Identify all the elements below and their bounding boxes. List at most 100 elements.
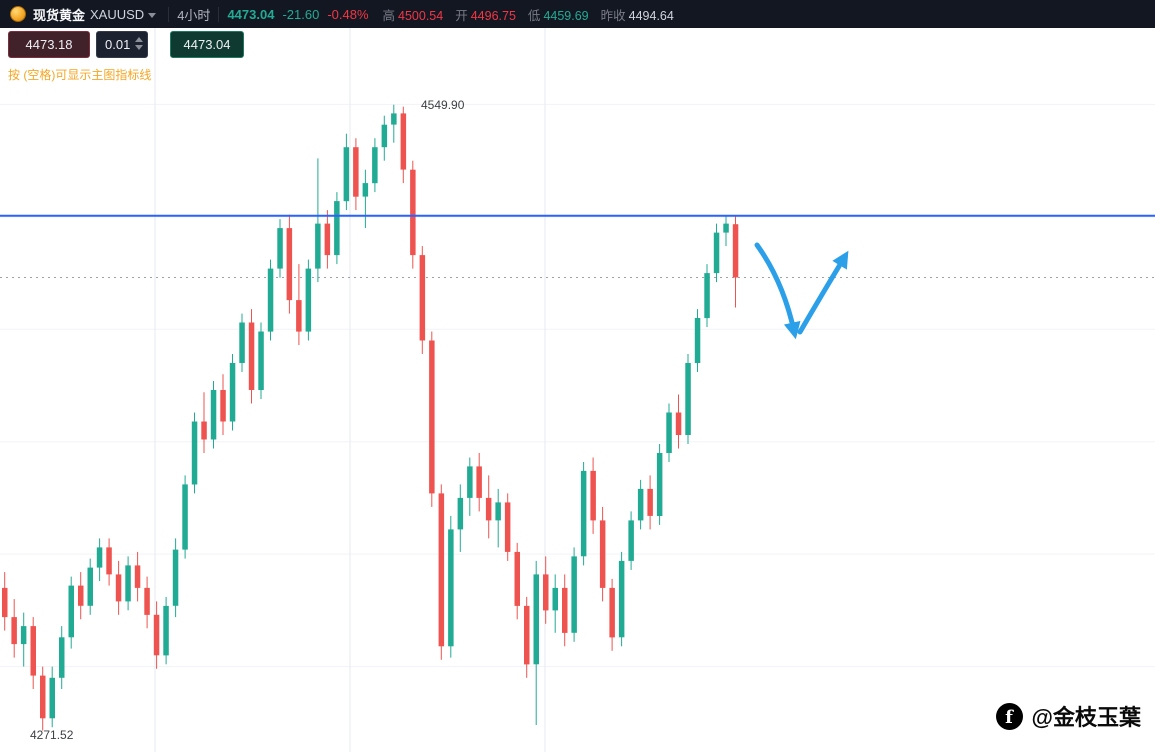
candle bbox=[467, 457, 473, 516]
candle bbox=[457, 484, 464, 552]
price-label: 4271.52 bbox=[30, 728, 74, 742]
candle bbox=[419, 246, 426, 354]
candle bbox=[277, 219, 283, 278]
stat-high: 高 4500.54 bbox=[382, 8, 444, 23]
candle bbox=[533, 560, 539, 725]
candle bbox=[353, 138, 359, 211]
candle bbox=[40, 666, 46, 731]
stat-open: 开 4496.75 bbox=[455, 8, 516, 23]
hotkey-hint: 按 (空格)可显示主图指标线 bbox=[8, 68, 152, 82]
candle bbox=[656, 444, 663, 525]
toolbar-divider bbox=[218, 6, 220, 22]
candle bbox=[713, 223, 720, 283]
candle bbox=[106, 538, 112, 586]
candle bbox=[580, 462, 587, 566]
candle bbox=[637, 479, 644, 530]
candle bbox=[11, 599, 17, 658]
candle bbox=[191, 412, 198, 494]
trade-panel: 4473.18 0.01 4473.04 bbox=[8, 31, 244, 58]
candle bbox=[324, 210, 331, 269]
candle bbox=[49, 666, 55, 728]
candle bbox=[334, 192, 340, 265]
symbol-code[interactable]: XAUUSD bbox=[90, 6, 145, 22]
quantity-value: 0.01 bbox=[105, 37, 131, 52]
timeframe-selector[interactable]: 4小时 bbox=[177, 7, 211, 23]
candle bbox=[30, 617, 36, 689]
candle bbox=[666, 403, 672, 462]
candle bbox=[495, 488, 501, 548]
candle bbox=[220, 374, 226, 435]
candle bbox=[694, 309, 701, 372]
quantity-stepper-arrows bbox=[135, 37, 143, 50]
watermark-handle: @金枝玉葉 bbox=[1031, 705, 1141, 730]
drawn-arrow-down[interactable] bbox=[754, 242, 801, 340]
candle bbox=[134, 551, 141, 602]
candle bbox=[210, 381, 217, 449]
candle bbox=[504, 493, 511, 561]
candle bbox=[372, 138, 378, 193]
candle bbox=[296, 264, 302, 345]
candle bbox=[201, 392, 207, 453]
candle bbox=[267, 259, 274, 341]
facebook-icon: f bbox=[995, 702, 1023, 730]
candlestick-chart[interactable]: 4549.90 4271.52 bbox=[0, 28, 1155, 752]
candle bbox=[543, 556, 549, 624]
candle bbox=[305, 259, 312, 341]
candle bbox=[448, 515, 454, 658]
candle bbox=[315, 158, 321, 283]
candle bbox=[514, 542, 520, 620]
candle bbox=[286, 214, 293, 314]
candle bbox=[68, 576, 74, 649]
chevron-down-icon[interactable] bbox=[148, 12, 157, 18]
chart-area[interactable]: 4549.90 4271.52 4473.18 0.01 4473.04 按 (空… bbox=[0, 28, 1155, 752]
candle bbox=[675, 394, 682, 449]
stat-low: 低 4459.69 bbox=[527, 8, 589, 23]
watermark: f @金枝玉葉 bbox=[995, 700, 1141, 732]
candle bbox=[562, 574, 568, 647]
candle bbox=[476, 453, 482, 512]
drawn-arrow-up[interactable] bbox=[797, 250, 849, 335]
candle bbox=[552, 574, 558, 633]
candle bbox=[590, 457, 596, 534]
candle bbox=[381, 115, 388, 161]
candle bbox=[391, 104, 397, 143]
candle bbox=[144, 576, 150, 629]
increase-quantity-icon[interactable] bbox=[135, 37, 143, 42]
candle bbox=[609, 578, 615, 651]
symbol-name[interactable]: 现货黄金 bbox=[33, 7, 86, 23]
candle bbox=[628, 511, 634, 570]
candle bbox=[153, 601, 160, 669]
candle bbox=[87, 558, 93, 615]
candle bbox=[571, 547, 577, 642]
candle bbox=[410, 160, 416, 269]
candle bbox=[115, 560, 122, 615]
candle bbox=[524, 596, 530, 678]
candle bbox=[400, 106, 407, 184]
buy-ask-button[interactable]: 4473.04 bbox=[170, 31, 244, 58]
candle bbox=[59, 626, 65, 689]
gold-coin-icon bbox=[10, 6, 26, 22]
candle bbox=[96, 538, 103, 582]
price-label: 4549.90 bbox=[421, 98, 465, 112]
candle bbox=[685, 354, 691, 444]
sell-bid-button[interactable]: 4473.18 bbox=[8, 31, 90, 58]
candle bbox=[163, 596, 169, 665]
candle bbox=[2, 572, 8, 631]
candle bbox=[78, 572, 84, 620]
candle bbox=[239, 313, 245, 372]
quantity-stepper[interactable]: 0.01 bbox=[96, 31, 148, 58]
candle bbox=[248, 309, 255, 404]
candle bbox=[599, 506, 606, 602]
candle bbox=[704, 264, 710, 327]
candle bbox=[485, 475, 492, 539]
candle bbox=[182, 475, 188, 559]
candle bbox=[647, 475, 653, 530]
decrease-quantity-icon[interactable] bbox=[135, 45, 143, 50]
candle bbox=[362, 169, 369, 229]
candle bbox=[429, 331, 435, 507]
stat-prev-close: 昨收 4494.64 bbox=[600, 8, 674, 23]
candle bbox=[258, 322, 264, 399]
candle bbox=[343, 133, 350, 211]
price-change: -21.60 bbox=[282, 6, 320, 22]
